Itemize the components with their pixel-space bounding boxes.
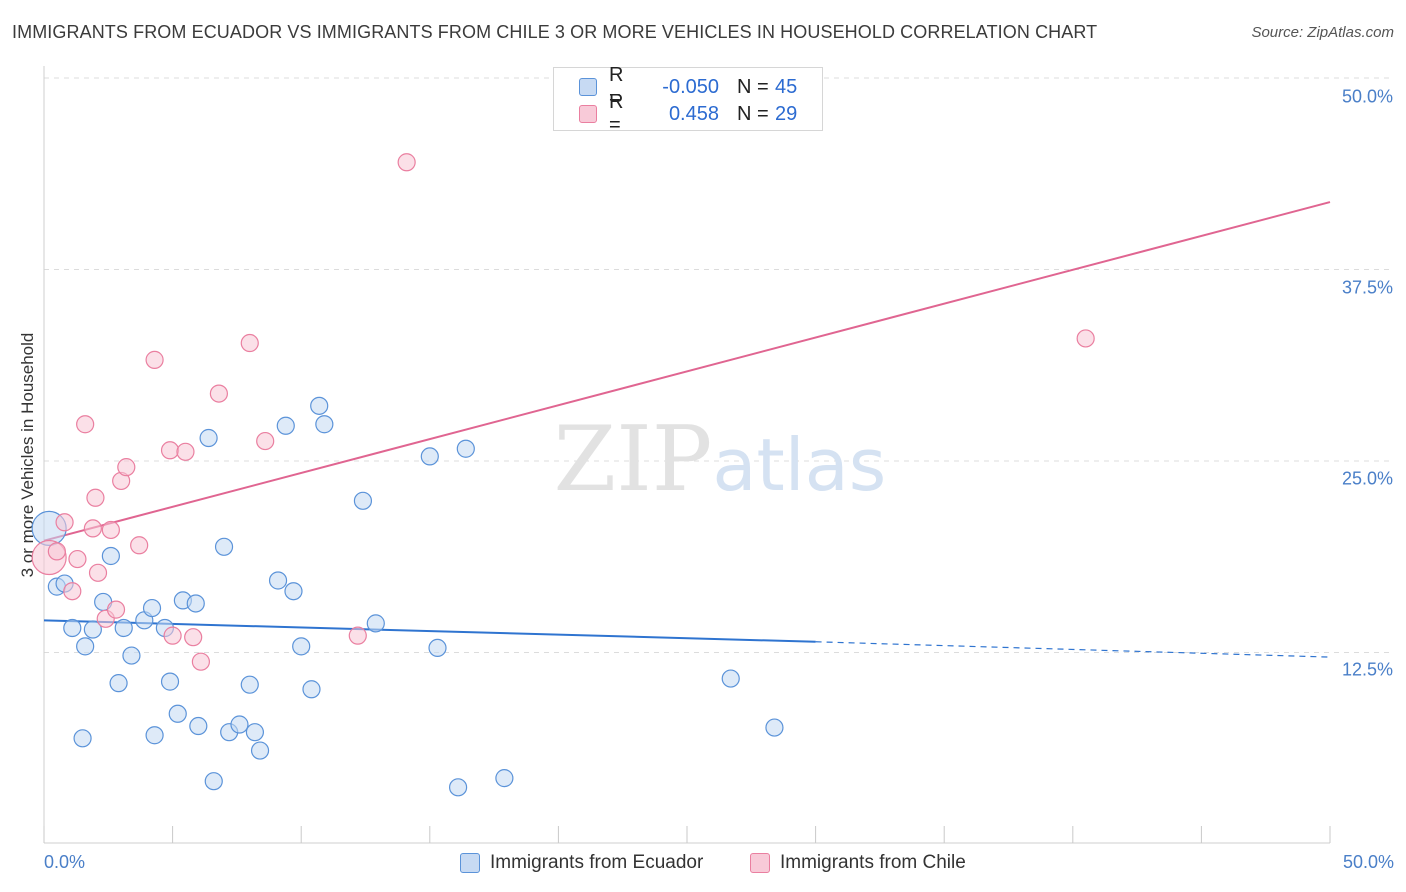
data-point-ecuador xyxy=(292,637,311,656)
data-point-chile xyxy=(163,626,182,645)
series-ecuador xyxy=(31,396,784,797)
data-point-chile xyxy=(1076,329,1095,348)
series-chile xyxy=(31,153,1095,671)
data-point-ecuador xyxy=(199,428,218,448)
legend-n-label: N = xyxy=(737,102,769,125)
data-point-ecuador xyxy=(366,614,385,633)
data-point-chile xyxy=(176,442,195,461)
data-point-ecuador xyxy=(168,704,187,723)
data-point-ecuador xyxy=(230,715,249,734)
data-point-ecuador xyxy=(73,729,92,748)
legend-row-chile: R = 0.458 N = 29 xyxy=(579,91,798,136)
chart-title: IMMIGRANTS FROM ECUADOR VS IMMIGRANTS FR… xyxy=(12,22,1098,42)
data-point-ecuador xyxy=(204,772,223,791)
data-point-ecuador xyxy=(420,447,439,466)
data-point-ecuador xyxy=(310,396,329,415)
data-point-ecuador xyxy=(302,680,321,699)
data-point-ecuador xyxy=(353,491,373,510)
legend-swatch-chile xyxy=(750,853,770,873)
data-point-chile xyxy=(63,582,82,601)
data-point-ecuador xyxy=(245,723,265,742)
legend-label-ecuador: Immigrants from Ecuador xyxy=(490,852,704,873)
data-point-ecuador xyxy=(276,416,295,435)
x-tick-label-max: 50.0% xyxy=(1342,852,1394,872)
data-point-chile xyxy=(83,519,102,538)
data-point-ecuador xyxy=(122,646,141,665)
legend-row-ecuador: R = -0.050 N = 45 xyxy=(579,64,798,109)
legend-r-value: -0.050 xyxy=(662,75,719,98)
data-point-ecuador xyxy=(189,716,208,736)
legend-swatch-ecuador xyxy=(579,78,597,96)
trend-line-chile xyxy=(43,201,1331,542)
data-point-chile xyxy=(47,542,66,561)
bottom-legend-ecuador: Immigrants from Ecuador xyxy=(460,852,703,874)
y-tick-label: 37.5% xyxy=(1341,277,1393,298)
legend-r-label: R = xyxy=(609,64,624,109)
data-point-chile xyxy=(397,153,416,172)
data-point-chile xyxy=(145,350,164,369)
x-tick-label-min: 0.0% xyxy=(44,852,86,872)
data-point-ecuador xyxy=(495,769,514,788)
axes xyxy=(43,66,1331,844)
legend-n-value: 45 xyxy=(775,75,798,98)
data-point-ecuador xyxy=(76,637,95,656)
legend-r-value: 0.458 xyxy=(668,102,719,125)
data-point-ecuador xyxy=(83,620,102,639)
data-point-ecuador xyxy=(315,415,334,434)
data-point-chile xyxy=(209,384,228,403)
data-point-chile xyxy=(55,513,74,532)
data-point-ecuador xyxy=(145,726,164,745)
data-point-ecuador xyxy=(114,618,133,638)
data-point-ecuador xyxy=(284,582,303,601)
data-point-ecuador xyxy=(109,674,128,693)
legend-n-value: 29 xyxy=(775,102,798,125)
data-point-chile xyxy=(106,600,126,619)
grid xyxy=(44,77,1392,653)
trend-line-ecuador-extension xyxy=(815,641,1331,658)
data-point-ecuador xyxy=(268,571,288,590)
data-point-chile xyxy=(240,333,259,353)
data-point-ecuador xyxy=(456,439,475,458)
legend-swatch-ecuador xyxy=(460,853,480,873)
data-point-ecuador xyxy=(63,618,82,638)
data-point-chile xyxy=(117,458,136,477)
legend-n-label: N = xyxy=(737,75,769,98)
data-point-chile xyxy=(68,549,87,569)
data-point-chile xyxy=(256,431,275,451)
data-point-ecuador xyxy=(101,546,120,566)
data-point-chile xyxy=(184,628,203,647)
y-tick-label: 25.0% xyxy=(1341,468,1393,489)
data-point-chile xyxy=(76,415,95,434)
legend-r-label: R = xyxy=(609,91,624,136)
data-point-ecuador xyxy=(765,718,784,737)
data-point-chile xyxy=(348,626,367,645)
data-point-ecuador xyxy=(721,669,740,688)
chart-source: Source: ZipAtlas.com xyxy=(1251,24,1394,41)
legend-label-chile: Immigrants from Chile xyxy=(780,852,966,873)
data-point-chile xyxy=(130,536,149,555)
bottom-legend-chile: Immigrants from Chile xyxy=(750,852,966,874)
data-point-chile xyxy=(88,563,108,582)
data-point-chile xyxy=(160,441,180,460)
data-point-ecuador xyxy=(142,598,162,618)
data-point-ecuador xyxy=(428,638,447,658)
data-point-ecuador xyxy=(250,741,270,760)
data-point-ecuador xyxy=(214,537,234,556)
stats-legend: R = -0.050 N = 45 R = 0.458 N = 29 xyxy=(553,64,823,136)
y-tick-label: 50.0% xyxy=(1341,86,1393,107)
data-point-ecuador xyxy=(160,672,180,691)
data-point-ecuador xyxy=(186,594,205,613)
watermark: ZIPatlas xyxy=(554,407,887,512)
data-point-ecuador xyxy=(240,675,259,694)
y-tick-label: 12.5% xyxy=(1341,659,1393,680)
data-point-ecuador xyxy=(448,778,468,797)
legend-swatch-chile xyxy=(579,105,597,123)
data-point-chile xyxy=(86,488,105,507)
data-point-chile xyxy=(191,652,210,671)
data-point-chile xyxy=(101,520,120,540)
